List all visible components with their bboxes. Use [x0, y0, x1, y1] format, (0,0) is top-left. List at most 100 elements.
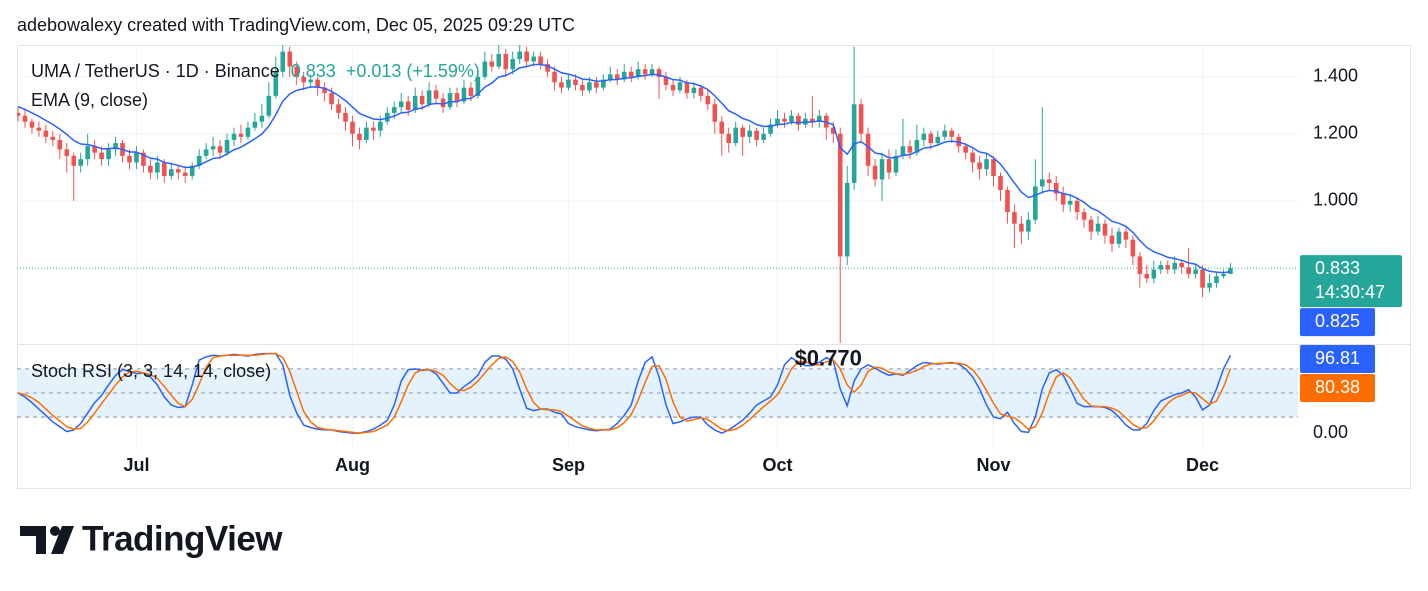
candle-body: [357, 133, 362, 140]
low-annotation: $0.770: [795, 346, 862, 371]
indicator-title: Stoch RSI (3, 3, 14, 14, close): [31, 361, 271, 381]
header-price: 0.833: [291, 61, 336, 81]
candle-body: [573, 79, 578, 85]
candle-body: [22, 115, 28, 122]
candle-body: [1046, 179, 1052, 183]
candle-body: [71, 155, 77, 166]
price-pane: [17, 45, 1298, 343]
candle-body: [364, 127, 369, 140]
candle-body: [503, 54, 509, 70]
candle-body: [426, 90, 432, 105]
candle-body: [273, 71, 279, 96]
x-tick-label: Aug: [335, 455, 370, 475]
candle-body: [935, 136, 941, 144]
candle-body: [1116, 231, 1122, 244]
candle-body: [1200, 269, 1205, 288]
candle-body: [454, 93, 460, 102]
attribution: adebowalexy created with TradingView.com…: [17, 15, 575, 35]
candle-body: [1005, 190, 1010, 213]
candle-body: [203, 149, 209, 156]
candle-body: [1053, 182, 1059, 194]
candle-body: [385, 112, 390, 122]
candle-body: [970, 152, 975, 163]
candle-body: [761, 133, 766, 140]
price-badge: [1300, 374, 1375, 402]
candle-body: [1228, 268, 1233, 274]
candle-body: [301, 76, 306, 83]
candle-body: [168, 169, 174, 176]
candle-body: [1033, 186, 1038, 220]
candle-body: [329, 93, 334, 105]
badge-label: 0.825: [1315, 311, 1360, 331]
candle-body: [440, 98, 446, 108]
candle-body: [1221, 273, 1226, 277]
frame: [17, 45, 1411, 489]
candle-body: [64, 149, 70, 156]
candle-body: [691, 87, 697, 94]
candle-body: [1151, 269, 1157, 279]
candle-body: [601, 79, 606, 88]
candle-body: [879, 159, 885, 180]
candle-body: [1039, 179, 1045, 187]
candle-body: [294, 66, 300, 77]
candle-body: [531, 56, 536, 62]
candle-body: [322, 87, 327, 94]
price-badge: [1300, 308, 1375, 337]
candle-body: [162, 162, 167, 176]
candle-body: [830, 127, 836, 134]
x-tick-label: Jul: [123, 455, 149, 475]
candle-body: [587, 82, 592, 91]
candle-body: [280, 51, 286, 72]
candle-body: [510, 59, 516, 70]
candle-body: [886, 159, 892, 173]
badge-label: 14:30:47: [1315, 282, 1385, 302]
candle-body: [1172, 262, 1177, 270]
candle-body: [85, 146, 90, 160]
candle-body: [984, 159, 989, 170]
candle-body: [308, 79, 313, 83]
candle-body: [580, 84, 585, 91]
stoch-pane: [17, 352, 1298, 434]
candle-body: [837, 133, 843, 257]
candle-body: [810, 118, 815, 122]
candle-body: [371, 127, 376, 131]
candle-body: [217, 146, 223, 153]
candle-body: [106, 149, 111, 160]
candle-body: [231, 133, 237, 140]
candle-body: [893, 155, 899, 173]
candle-body: [113, 143, 118, 150]
candle-body: [412, 95, 418, 110]
candle-body: [921, 133, 927, 140]
candle-body: [419, 95, 425, 105]
candle-body: [865, 133, 871, 166]
candle-body: [1060, 193, 1066, 205]
candle-body: [1130, 239, 1136, 257]
candle-body: [670, 84, 676, 91]
candle-body: [433, 90, 439, 99]
candle-body: [1193, 269, 1198, 274]
candle-body: [872, 165, 878, 180]
candle-body: [594, 82, 599, 88]
x-tick-label: Dec: [1186, 455, 1219, 475]
price-badge: [1300, 255, 1402, 308]
candle-body: [768, 124, 773, 134]
candle-body: [949, 130, 955, 137]
candle-body: [350, 121, 355, 134]
y-tick-label: 0.00: [1313, 422, 1348, 442]
candle-body: [991, 159, 996, 176]
candle-body: [189, 165, 195, 176]
candle-body: [677, 82, 683, 91]
candle-body: [607, 74, 613, 80]
candle-body: [196, 155, 202, 166]
candle-body: [656, 69, 662, 77]
candle-body: [391, 107, 397, 113]
candle-body: [238, 133, 244, 137]
ema-line: [17, 63, 1231, 274]
candle-body: [1067, 200, 1073, 205]
candle-body: [796, 115, 801, 125]
candle-body: [17, 112, 21, 116]
candle-body: [148, 165, 153, 173]
candle-body: [1186, 267, 1191, 274]
candle-body: [712, 104, 718, 122]
